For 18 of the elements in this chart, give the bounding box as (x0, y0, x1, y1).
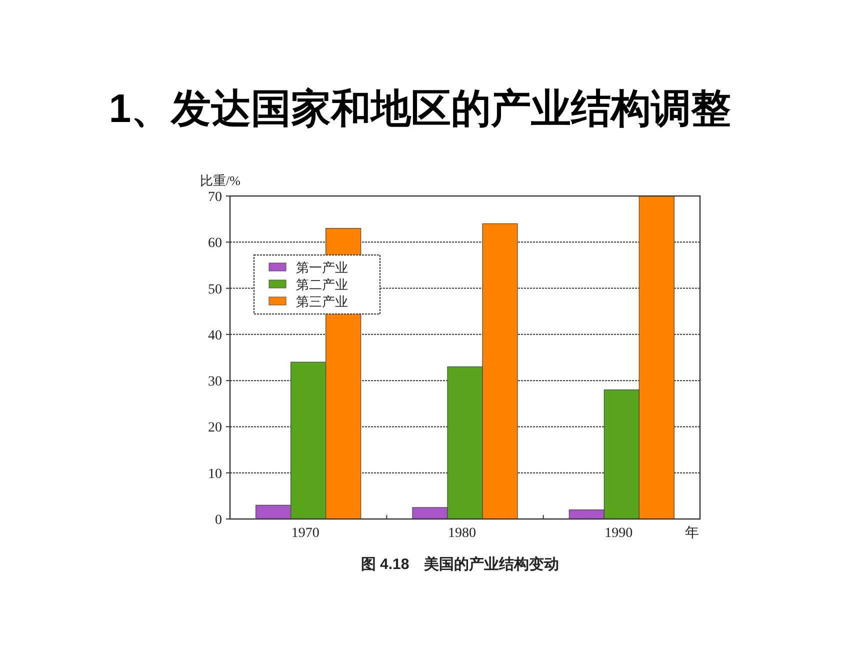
y-tick-label: 10 (208, 466, 222, 482)
legend-label: 第三产业 (296, 294, 348, 309)
chart-title: 1、发达国家和地区的产业结构调整 (108, 87, 732, 131)
x-tick-label: 1990 (604, 526, 633, 541)
x-tick-label: 1970 (291, 526, 320, 541)
y-tick-label: 50 (208, 282, 222, 298)
legend-label: 第二产业 (296, 277, 348, 292)
y-tick-label: 0 (215, 513, 222, 528)
x-tick-label: 1980 (448, 526, 476, 541)
y-tick-label: 20 (208, 420, 222, 436)
caption: 图 4.18 美国的产业结构变动 (360, 555, 560, 573)
legend-label: 第一产业 (296, 260, 348, 275)
y-tick-label: 40 (208, 328, 222, 344)
x-axis-title: 年 (685, 525, 699, 541)
y-axis-title: 比重/% (200, 173, 241, 188)
y-tick-label: 30 (208, 374, 222, 390)
y-tick-label: 70 (208, 190, 222, 205)
y-tick-label: 60 (208, 236, 222, 252)
